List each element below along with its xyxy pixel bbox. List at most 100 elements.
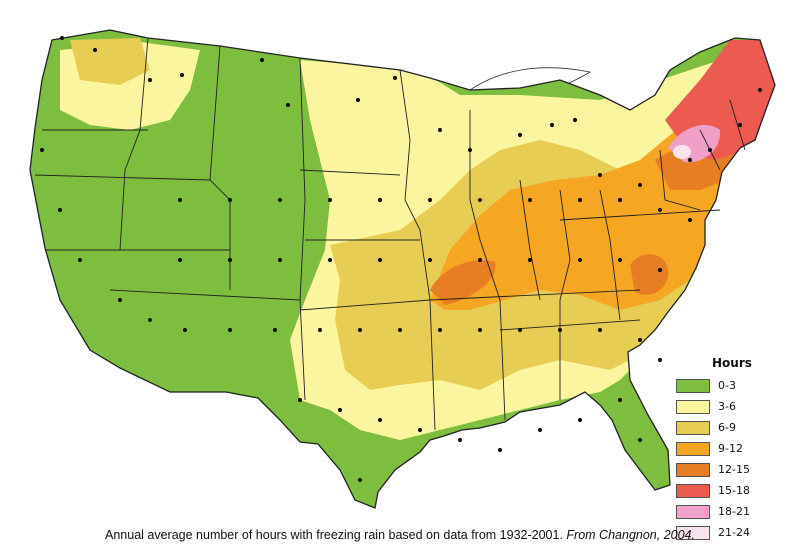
- caption-source: From Changnon, 2004.: [566, 528, 695, 542]
- legend-swatch: [676, 483, 710, 498]
- station-dot: [477, 257, 483, 263]
- station-dot: [427, 257, 433, 263]
- legend-row: 18-21: [676, 502, 796, 521]
- station-dot: [617, 197, 623, 203]
- station-dot: [117, 297, 123, 303]
- legend-swatch: [676, 462, 710, 477]
- station-dot: [707, 147, 713, 153]
- station-dot: [437, 327, 443, 333]
- legend-row: 12-15: [676, 460, 796, 479]
- station-dot: [177, 257, 183, 263]
- legend-label: 21-24: [718, 526, 750, 539]
- station-dot: [39, 147, 45, 153]
- legend-swatch: [676, 441, 710, 456]
- station-dot: [477, 197, 483, 203]
- legend-row: 0-3: [676, 376, 796, 395]
- station-dot: [227, 327, 233, 333]
- legend-row: 6-9: [676, 418, 796, 437]
- station-dot: [549, 122, 555, 128]
- station-dot: [597, 327, 603, 333]
- station-dot: [657, 207, 663, 213]
- legend-row: 9-12: [676, 439, 796, 458]
- legend-label: 6-9: [718, 421, 736, 434]
- legend-swatch: [676, 525, 710, 540]
- station-dot: [59, 35, 65, 41]
- state-borders: [34, 37, 746, 431]
- station-dot: [537, 427, 543, 433]
- zone-6-9-northwest: [70, 38, 150, 85]
- station-dot: [357, 477, 363, 483]
- station-dot: [572, 117, 578, 123]
- station-dot: [737, 122, 743, 128]
- legend-swatch: [676, 378, 710, 393]
- station-dot: [179, 72, 185, 78]
- station-dot: [357, 327, 363, 333]
- station-dot: [477, 327, 483, 333]
- station-dot: [577, 257, 583, 263]
- station-dot: [297, 397, 303, 403]
- legend-label: 3-6: [718, 400, 736, 413]
- caption-text: Annual average number of hours with free…: [105, 528, 563, 542]
- station-dot: [177, 197, 183, 203]
- station-dot: [457, 437, 463, 443]
- legend-row: 15-18: [676, 481, 796, 500]
- zone-12-15-midwest: [430, 260, 496, 305]
- station-dot: [557, 327, 563, 333]
- station-dot: [687, 157, 693, 163]
- station-dot: [397, 327, 403, 333]
- station-dot: [657, 357, 663, 363]
- station-dot: [467, 147, 473, 153]
- station-dot: [337, 407, 343, 413]
- station-dot: [417, 427, 423, 433]
- station-dot: [277, 257, 283, 263]
- station-dot: [92, 47, 98, 53]
- station-dot: [617, 257, 623, 263]
- station-dot: [355, 97, 361, 103]
- legend-swatch: [676, 504, 710, 519]
- station-dot: [757, 87, 763, 93]
- caption: Annual average number of hours with free…: [0, 528, 800, 542]
- legend-row: 21-24: [676, 523, 796, 542]
- station-dot: [497, 447, 503, 453]
- station-dot: [377, 257, 383, 263]
- station-dot: [327, 257, 333, 263]
- legend-label: 12-15: [718, 463, 750, 476]
- legend-label: 18-21: [718, 505, 750, 518]
- station-dot: [637, 337, 643, 343]
- station-dot: [687, 217, 693, 223]
- legend-entries: 0-3 3-6 6-9 9-12 12-15 15-18 18-21 21-24: [676, 376, 796, 542]
- station-dot: [517, 327, 523, 333]
- legend-title: Hours: [712, 356, 752, 370]
- station-dot: [617, 397, 623, 403]
- station-dot: [577, 417, 583, 423]
- station-dot: [377, 197, 383, 203]
- station-dot: [57, 207, 63, 213]
- station-dot: [437, 127, 443, 133]
- station-dot: [147, 77, 153, 83]
- station-dot: [517, 132, 523, 138]
- legend-label: 0-3: [718, 379, 736, 392]
- station-dot: [637, 437, 643, 443]
- station-dot: [227, 257, 233, 263]
- station-dot: [227, 197, 233, 203]
- station-dot: [317, 327, 323, 333]
- station-dot: [637, 182, 643, 188]
- legend-swatch: [676, 399, 710, 414]
- station-dot: [277, 197, 283, 203]
- station-dot: [272, 327, 278, 333]
- station-dot: [182, 327, 188, 333]
- legend-label: 9-12: [718, 442, 743, 455]
- station-dot: [259, 57, 265, 63]
- zone-21-24: [673, 145, 691, 159]
- station-dot: [427, 197, 433, 203]
- station-dot: [327, 197, 333, 203]
- station-dot: [285, 102, 291, 108]
- legend-row: 3-6: [676, 397, 796, 416]
- station-dot: [527, 197, 533, 203]
- station-dot: [657, 267, 663, 273]
- station-dot: [597, 172, 603, 178]
- legend-swatch: [676, 420, 710, 435]
- station-dot: [527, 257, 533, 263]
- station-dot: [147, 317, 153, 323]
